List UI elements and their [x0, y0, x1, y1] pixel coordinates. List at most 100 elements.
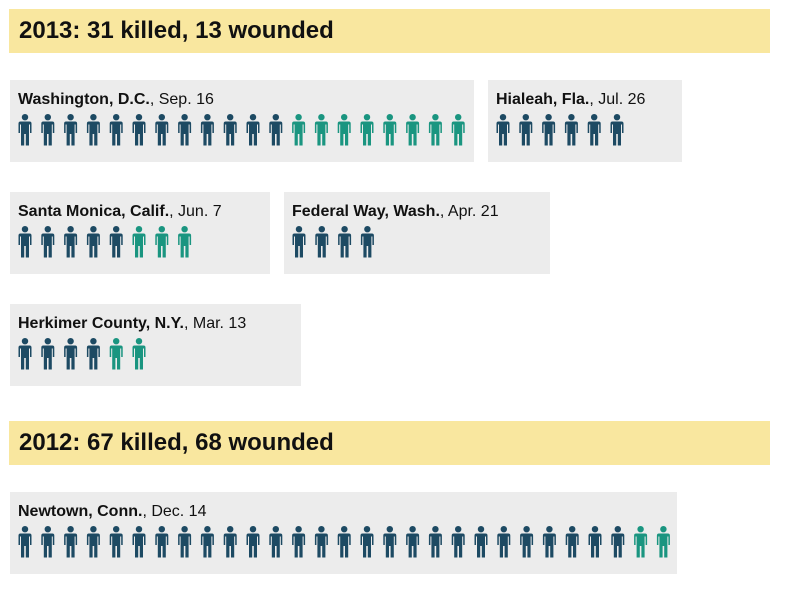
- killed-person-icon: [41, 338, 55, 370]
- killed-person-icon: [178, 526, 192, 558]
- killed-person-icon: [406, 526, 420, 558]
- killed-person-icon: [86, 226, 100, 258]
- event-date: , Jul. 26: [589, 91, 646, 108]
- wounded-person-icon: [314, 114, 328, 146]
- event-card-newtown: Newtown, Conn., Dec. 14: [10, 492, 677, 574]
- killed-person-icon: [18, 526, 32, 558]
- event-date: , Apr. 21: [439, 203, 499, 220]
- event-card-hialeah: Hialeah, Fla., Jul. 26: [488, 80, 682, 162]
- victim-icons: [292, 226, 550, 260]
- killed-person-icon: [520, 526, 534, 558]
- killed-person-icon: [360, 526, 374, 558]
- killed-person-icon: [155, 114, 169, 146]
- killed-person-icon: [383, 526, 397, 558]
- killed-person-icon: [246, 526, 260, 558]
- killed-person-icon: [496, 114, 510, 146]
- year-heading-text: 2012: 67 killed, 68 wounded: [19, 429, 334, 456]
- event-date: , Mar. 13: [183, 315, 247, 332]
- killed-person-icon: [564, 114, 578, 146]
- victim-pictogram: [18, 526, 670, 558]
- event-place: Herkimer County, N.Y.: [18, 315, 184, 332]
- killed-person-icon: [542, 526, 556, 558]
- killed-person-icon: [41, 226, 55, 258]
- killed-person-icon: [269, 114, 283, 146]
- wounded-person-icon: [155, 226, 169, 258]
- wounded-person-icon: [656, 526, 670, 558]
- event-place: Newtown, Conn.: [18, 503, 143, 520]
- wounded-person-icon: [132, 338, 146, 370]
- killed-person-icon: [338, 226, 352, 258]
- victim-icons: [496, 114, 682, 148]
- event-date: , Sep. 16: [149, 91, 214, 108]
- wounded-person-icon: [634, 526, 648, 558]
- victim-pictogram: [18, 338, 146, 370]
- victim-pictogram: [18, 114, 465, 146]
- killed-person-icon: [200, 114, 214, 146]
- killed-person-icon: [18, 114, 32, 146]
- victim-icons: [18, 526, 677, 560]
- killed-person-icon: [178, 114, 192, 146]
- killed-person-icon: [246, 114, 260, 146]
- killed-person-icon: [611, 526, 625, 558]
- event-place: Hialeah, Fla.: [496, 91, 590, 108]
- victim-icons: [18, 338, 301, 372]
- killed-person-icon: [64, 338, 78, 370]
- killed-person-icon: [451, 526, 465, 558]
- killed-person-icon: [109, 226, 123, 258]
- killed-person-icon: [86, 338, 100, 370]
- killed-person-icon: [155, 526, 169, 558]
- killed-person-icon: [18, 338, 32, 370]
- wounded-person-icon: [406, 114, 420, 146]
- killed-person-icon: [314, 526, 328, 558]
- killed-person-icon: [497, 526, 511, 558]
- victim-pictogram: [18, 226, 192, 258]
- killed-person-icon: [223, 526, 237, 558]
- event-title: Hialeah, Fla., Jul. 26: [496, 90, 682, 110]
- killed-person-icon: [588, 526, 602, 558]
- killed-person-icon: [132, 526, 146, 558]
- killed-person-icon: [428, 526, 442, 558]
- killed-person-icon: [292, 526, 306, 558]
- year-heading-text: 2013: 31 killed, 13 wounded: [19, 17, 334, 44]
- killed-person-icon: [565, 526, 579, 558]
- killed-person-icon: [542, 114, 556, 146]
- killed-person-icon: [223, 114, 237, 146]
- year-heading-2013: 2013: 31 killed, 13 wounded: [9, 9, 770, 53]
- wounded-person-icon: [451, 114, 465, 146]
- killed-person-icon: [610, 114, 624, 146]
- wounded-person-icon: [337, 114, 351, 146]
- event-card-federal-way: Federal Way, Wash., Apr. 21: [284, 192, 550, 274]
- killed-person-icon: [519, 114, 533, 146]
- event-card-santa-monica: Santa Monica, Calif., Jun. 7: [10, 192, 270, 274]
- event-title: Washington, D.C., Sep. 16: [18, 90, 474, 110]
- killed-person-icon: [132, 114, 146, 146]
- event-title: Santa Monica, Calif., Jun. 7: [18, 202, 270, 222]
- event-place: Federal Way, Wash.: [292, 203, 440, 220]
- wounded-person-icon: [109, 338, 123, 370]
- victim-pictogram: [292, 226, 374, 258]
- killed-person-icon: [18, 226, 32, 258]
- event-card-washington: Washington, D.C., Sep. 16: [10, 80, 474, 162]
- year-heading-2012: 2012: 67 killed, 68 wounded: [9, 421, 770, 465]
- killed-person-icon: [360, 226, 374, 258]
- wounded-person-icon: [132, 226, 146, 258]
- victim-icons: [18, 226, 270, 260]
- killed-person-icon: [269, 526, 283, 558]
- killed-person-icon: [315, 226, 329, 258]
- killed-person-icon: [64, 526, 78, 558]
- killed-person-icon: [41, 526, 55, 558]
- victim-pictogram: [496, 114, 624, 146]
- killed-person-icon: [200, 526, 214, 558]
- event-card-herkimer: Herkimer County, N.Y., Mar. 13: [10, 304, 301, 386]
- killed-person-icon: [64, 226, 78, 258]
- killed-person-icon: [292, 226, 306, 258]
- wounded-person-icon: [178, 226, 192, 258]
- event-place: Santa Monica, Calif.: [18, 203, 170, 220]
- event-title: Federal Way, Wash., Apr. 21: [292, 202, 550, 222]
- killed-person-icon: [41, 114, 55, 146]
- killed-person-icon: [86, 526, 100, 558]
- wounded-person-icon: [428, 114, 442, 146]
- event-date: , Jun. 7: [169, 203, 222, 220]
- wounded-person-icon: [360, 114, 374, 146]
- event-place: Washington, D.C.: [18, 91, 150, 108]
